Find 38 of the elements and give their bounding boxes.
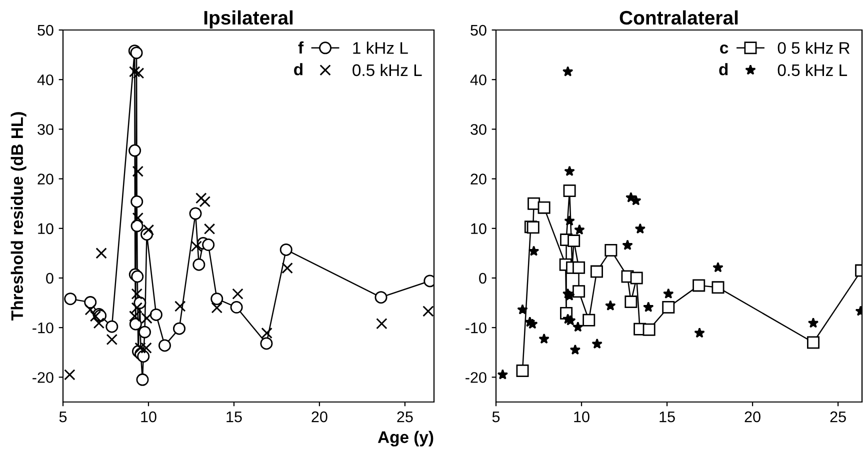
y-tick-label: 10 [471, 223, 486, 234]
x-tick-label: 20 [312, 411, 328, 422]
y-tick-label: 50 [470, 24, 486, 36]
annotation: d [719, 63, 728, 76]
y-tick-label: 30 [38, 124, 54, 135]
x-tick-label: 15 [660, 412, 675, 422]
y-tick-label: -10 [32, 322, 54, 334]
x-tick-label: 15 [226, 412, 242, 422]
y-tick-label: -20 [32, 372, 54, 383]
annotation: f [298, 41, 304, 54]
y-tick-label: 40 [470, 74, 486, 86]
y-tick-label: 40 [37, 74, 54, 86]
y-tick-label: 50 [38, 24, 54, 36]
y-tick-label: 20 [470, 174, 486, 184]
x-tick-label: 20 [744, 411, 760, 422]
legend-label: 0 5 kHz R [778, 42, 850, 54]
x-tick-label: 5 [492, 412, 500, 422]
y-tick-label: 0 [46, 272, 54, 284]
x-tick-label: 25 [830, 411, 846, 422]
x-tick-label: 10 [141, 411, 156, 422]
y-axis-title: Threshold residue (dB HL) [10, 112, 26, 320]
legend-label: 0.5 kHz L [778, 64, 848, 76]
legend-label: 0.5 kHz L [352, 64, 422, 76]
x-axis-title: Age (y) [378, 430, 434, 446]
x-tick-label: 5 [59, 412, 67, 422]
y-tick-label: -20 [466, 372, 486, 383]
x-tick-label: 10 [574, 411, 590, 422]
annotation: d [294, 63, 302, 76]
y-tick-label: -10 [466, 322, 486, 334]
annotation: c [720, 44, 728, 54]
y-tick-label: 30 [470, 124, 486, 135]
x-tick-label: 25 [397, 411, 413, 422]
y-tick-label: 20 [38, 174, 54, 184]
chart-title: Ipsilateral [204, 10, 293, 28]
chart-title: Contralateral [620, 10, 738, 25]
y-tick-label: 10 [38, 223, 54, 234]
y-tick-label: 0 [479, 272, 486, 284]
legend-label: 1 kHz L [353, 42, 408, 54]
